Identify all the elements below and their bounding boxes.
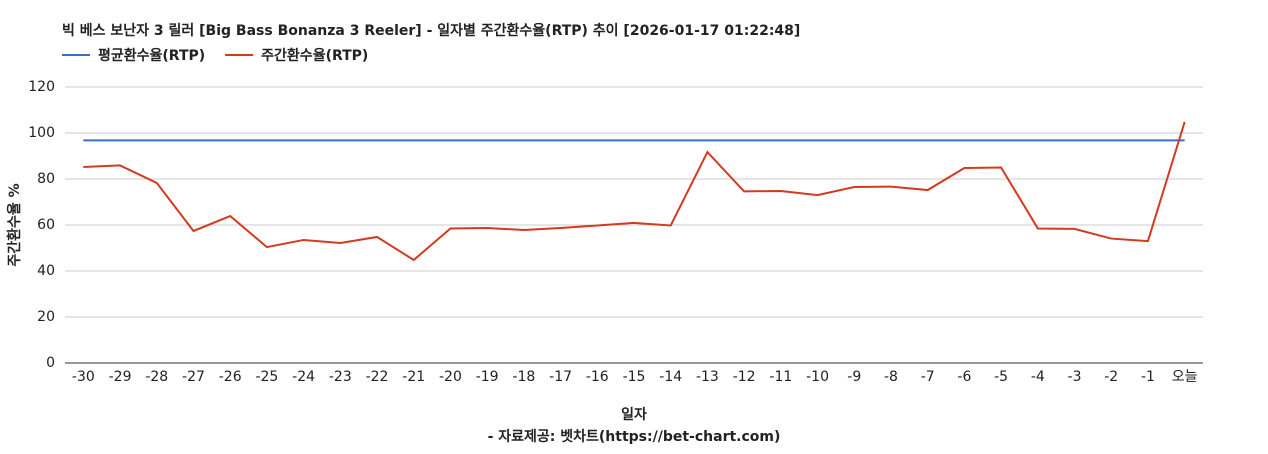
x-tick-label: -1 [1141,369,1155,385]
x-tick-label: -21 [402,369,425,385]
series-line [83,121,1186,262]
x-tick-label: -27 [182,369,205,385]
y-tick-label: 0 [46,355,55,371]
x-tick-label: -26 [219,369,242,385]
x-tick-label: -12 [733,369,756,385]
y-tick-label: 40 [37,263,55,279]
x-tick-label: -9 [847,369,861,385]
x-tick-label: -22 [366,369,389,385]
x-tick-label: -16 [586,369,609,385]
x-tick-label: -20 [439,369,462,385]
y-tick-label: 80 [37,171,55,187]
x-tick-label: -7 [921,369,935,385]
x-tick-label: -17 [549,369,572,385]
x-tick-label: -10 [806,369,829,385]
x-tick-label: -25 [255,369,278,385]
y-tick-label: 20 [37,309,55,325]
x-tick-label: -11 [769,369,792,385]
x-tick-label: -24 [292,369,315,385]
x-tick-label: -28 [145,369,168,385]
legend-label: 주간환수율(RTP) [261,47,368,64]
chart-title: 빅 베스 보난자 3 릴러 [Big Bass Bonanza 3 Reeler… [62,22,800,39]
y-tick-label: 60 [37,217,55,233]
y-axis-label: 주간환수율 % [6,183,23,266]
x-tick-label: -18 [512,369,535,385]
x-tick-label: 오늘 [1172,369,1198,385]
x-tick-label: -30 [72,369,95,385]
x-tick-label: -23 [329,369,352,385]
y-tick-label: 100 [28,125,55,141]
x-tick-label: -2 [1104,369,1118,385]
x-axis-label: 일자 [621,407,647,423]
x-tick-label: -3 [1068,369,1082,385]
x-tick-label: -29 [109,369,132,385]
x-tick-label: -8 [884,369,898,385]
x-tick-label: -6 [957,369,971,385]
x-tick-label: -15 [623,369,646,385]
x-tick-label: -13 [696,369,719,385]
x-tick-label: -4 [1031,369,1045,385]
source-note: - 자료제공: 벳차트(https://bet-chart.com) [488,428,781,445]
x-tick-label: -5 [994,369,1008,385]
x-tick-label: -14 [659,369,682,385]
legend-label: 평균환수율(RTP) [98,47,205,64]
x-tick-label: -19 [476,369,499,385]
y-tick-label: 120 [28,79,55,95]
